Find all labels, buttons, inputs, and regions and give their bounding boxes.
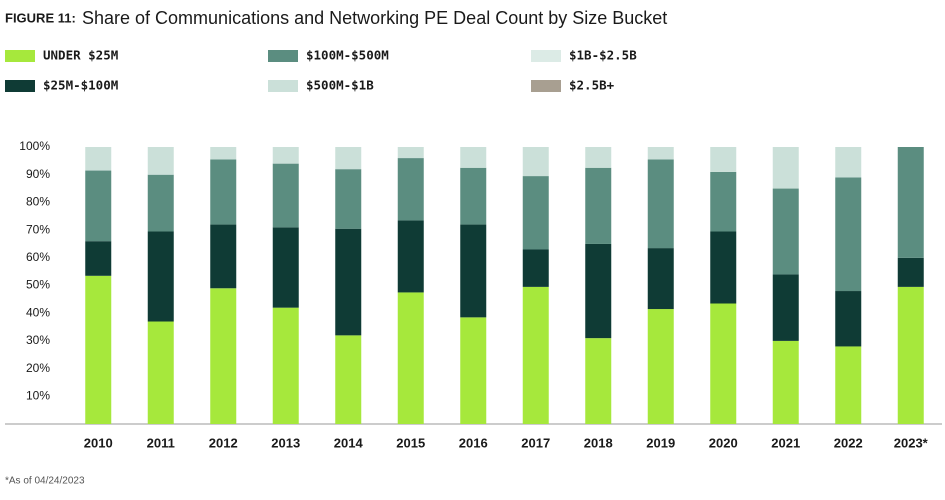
bar-segment [272, 307, 299, 424]
bar-segment [710, 231, 737, 304]
bar-segment [647, 248, 674, 310]
legend-label: $1B-$2.5B [569, 48, 637, 63]
bar-segment [772, 274, 799, 341]
bar-segment [272, 163, 299, 228]
x-tick-label: 2018 [584, 435, 613, 450]
bar-segment [647, 147, 674, 160]
bar-segment [147, 321, 174, 424]
bar-segment [772, 147, 799, 189]
chart-title: Share of Communications and Networking P… [82, 8, 667, 28]
bar-segment [85, 170, 112, 242]
bar-segment [210, 224, 237, 289]
footnote: *As of 04/24/2023 [5, 476, 85, 487]
bar-segment [647, 309, 674, 424]
bar-segment [522, 249, 549, 287]
legend-label: $25M-$100M [43, 78, 118, 93]
x-tick-label: 2023* [894, 435, 929, 450]
bar-segment [710, 147, 737, 172]
legend-swatch [5, 80, 35, 92]
bar-segment [335, 169, 362, 229]
y-tick-label: 40% [26, 305, 50, 319]
y-tick-label: 90% [26, 167, 50, 181]
y-tick-label: 20% [26, 361, 50, 375]
bar-segment [85, 241, 112, 276]
legend-swatch [531, 80, 561, 92]
bar-segment [835, 177, 862, 292]
bar-segment [85, 275, 112, 424]
bar-segment [147, 147, 174, 175]
bar-segment [460, 167, 487, 225]
bar-segment [772, 340, 799, 424]
bar-segment [85, 147, 112, 171]
bar-segment [397, 158, 424, 221]
y-tick-label: 80% [26, 195, 50, 209]
bar-segment [647, 159, 674, 249]
legend-label: UNDER $25M [43, 48, 118, 63]
legend-label: $500M-$1B [306, 78, 374, 93]
bar-segment [272, 227, 299, 308]
y-tick-label: 100% [19, 139, 50, 153]
x-tick-label: 2010 [84, 435, 113, 450]
bar-segment [147, 174, 174, 232]
bar-segment [210, 147, 237, 160]
bar-segment [210, 288, 237, 424]
y-tick-label: 30% [26, 333, 50, 347]
bar-segment [835, 291, 862, 347]
x-tick-label: 2011 [147, 435, 175, 450]
x-tick-label: 2019 [646, 435, 675, 450]
y-tick-label: 10% [26, 388, 50, 402]
legend-swatch [531, 50, 561, 62]
x-tick-label: 2020 [709, 435, 738, 450]
bar-segment [460, 224, 487, 318]
bar-segment [460, 317, 487, 424]
bar-segment [710, 303, 737, 424]
bar-segment [897, 257, 924, 287]
y-tick-label: 60% [26, 250, 50, 264]
bar-segment [210, 159, 237, 225]
bar-segment [335, 335, 362, 424]
legend-swatch [5, 50, 35, 62]
x-tick-label: 2017 [521, 435, 550, 450]
bar-segment [522, 176, 549, 250]
x-tick-label: 2021 [771, 435, 800, 450]
x-tick-label: 2016 [459, 435, 488, 450]
bar-segment [335, 228, 362, 336]
bar-segment [585, 243, 612, 339]
legend-label: $100M-$500M [306, 48, 389, 63]
bar-segment [397, 292, 424, 424]
bar-segment [147, 231, 174, 322]
bar-segment [772, 188, 799, 275]
x-tick-label: 2022 [834, 435, 863, 450]
bar-segment [397, 220, 424, 293]
bar-segment [835, 346, 862, 424]
x-tick-label: 2012 [209, 435, 238, 450]
x-tick-label: 2014 [334, 435, 364, 450]
x-tick-label: 2015 [396, 435, 425, 450]
figure-label: FIGURE 11: [5, 10, 76, 25]
bar-segment [397, 147, 424, 159]
bar-segment [335, 147, 362, 170]
bar-segment [272, 147, 299, 164]
x-tick-label: 2013 [271, 435, 300, 450]
bar-segment [522, 286, 549, 424]
bar-segment [585, 338, 612, 424]
bar-segment [710, 171, 737, 232]
bar-segment [585, 167, 612, 244]
bar-segment [897, 286, 924, 424]
bar-segment [585, 147, 612, 168]
y-tick-label: 50% [26, 278, 50, 292]
y-tick-label: 70% [26, 222, 50, 236]
bar-segment [522, 147, 549, 177]
legend-swatch [268, 80, 298, 92]
legend-label: $2.5B+ [569, 78, 615, 93]
bar-segment [835, 147, 862, 178]
legend-swatch [268, 50, 298, 62]
bar-segment [460, 147, 487, 168]
bar-segment [897, 147, 924, 258]
